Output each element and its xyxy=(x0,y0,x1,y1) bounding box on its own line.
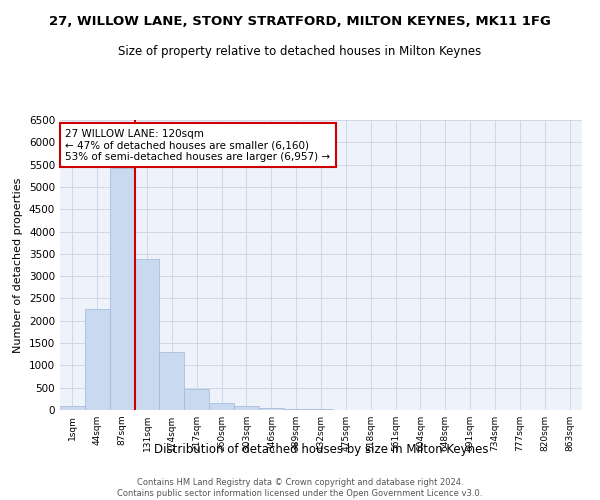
Text: 27, WILLOW LANE, STONY STRATFORD, MILTON KEYNES, MK11 1FG: 27, WILLOW LANE, STONY STRATFORD, MILTON… xyxy=(49,15,551,28)
Bar xyxy=(284,408,308,410)
Bar xyxy=(134,259,160,410)
Bar xyxy=(209,403,234,410)
Text: 27 WILLOW LANE: 120sqm
← 47% of detached houses are smaller (6,160)
53% of semi-: 27 WILLOW LANE: 120sqm ← 47% of detached… xyxy=(65,128,331,162)
Text: Distribution of detached houses by size in Milton Keynes: Distribution of detached houses by size … xyxy=(154,444,488,456)
Bar xyxy=(85,308,110,410)
Bar xyxy=(259,408,284,410)
Y-axis label: Number of detached properties: Number of detached properties xyxy=(13,178,23,352)
Bar xyxy=(234,406,259,410)
Bar xyxy=(184,389,209,410)
Bar xyxy=(60,406,85,410)
Bar xyxy=(110,168,134,410)
Text: Contains HM Land Registry data © Crown copyright and database right 2024.
Contai: Contains HM Land Registry data © Crown c… xyxy=(118,478,482,498)
Bar xyxy=(160,352,184,410)
Text: Size of property relative to detached houses in Milton Keynes: Size of property relative to detached ho… xyxy=(118,45,482,58)
